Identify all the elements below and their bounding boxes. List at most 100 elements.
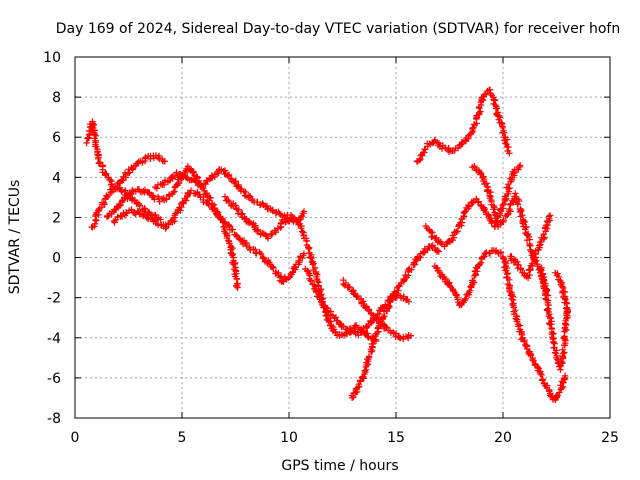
data-point-markers — [561, 294, 571, 321]
data-point-markers — [543, 305, 558, 352]
data-point-markers — [227, 244, 241, 290]
data-point-markers — [186, 187, 201, 197]
data-point-markers — [431, 136, 446, 150]
data-point-markers — [499, 253, 513, 289]
data-point-markers — [552, 269, 564, 285]
data-point-markers — [551, 386, 564, 404]
data-point — [546, 212, 554, 219]
data-point-markers — [494, 212, 509, 230]
data-marks — [83, 86, 571, 404]
chart-title: Day 169 of 2024, Sidereal Day-to-day VTE… — [56, 21, 620, 37]
data-point-markers — [397, 292, 411, 304]
data-point-markers — [88, 216, 100, 231]
data-point — [157, 216, 164, 223]
data-point-markers — [422, 222, 436, 241]
data-point-markers — [438, 237, 454, 250]
data-point-markers — [164, 169, 180, 186]
data-point-markers — [128, 194, 142, 208]
data-point-markers — [295, 220, 311, 249]
series-trace-5 — [152, 166, 308, 225]
y-axis-label: SDTVAR / TECUs — [7, 180, 23, 295]
y-tick-label: -6 — [47, 371, 61, 387]
data-point-markers — [421, 243, 435, 254]
x-tick-label: 0 — [71, 430, 80, 446]
data-point-markers — [370, 314, 383, 327]
data-point-markers — [448, 222, 463, 244]
data-point — [300, 208, 308, 215]
series-trace-11 — [422, 162, 524, 250]
data-point-markers — [226, 226, 245, 244]
data-point-markers — [404, 255, 420, 274]
data-point-markers — [486, 86, 501, 112]
data-point — [435, 248, 442, 255]
y-tick-label: 8 — [52, 90, 61, 106]
data-point-markers — [490, 247, 504, 257]
x-tick-label: 5 — [178, 430, 187, 446]
series-trace-16 — [552, 269, 571, 321]
data-point-markers — [531, 361, 544, 378]
series-trace-3 — [103, 163, 241, 291]
data-point-markers — [538, 371, 551, 392]
data-point — [405, 298, 413, 305]
data-point-markers — [117, 192, 132, 209]
data-point-markers — [438, 144, 453, 155]
y-tick-label: -2 — [47, 291, 61, 307]
data-point-markers — [361, 353, 373, 378]
data-point-markers — [92, 205, 103, 220]
plot-frame — [74, 56, 611, 419]
x-tick-label: 10 — [280, 430, 298, 446]
data-point-markers — [508, 163, 524, 181]
series-trace-10 — [413, 86, 513, 165]
data-point-markers — [396, 333, 410, 343]
x-axis-label: GPS time / hours — [281, 458, 398, 474]
data-point-markers — [512, 190, 529, 227]
data-point-markers — [302, 265, 319, 291]
data-point-markers — [499, 129, 512, 155]
y-tick-label: 0 — [52, 251, 61, 267]
data-point-markers — [464, 264, 481, 297]
data-point — [234, 284, 241, 291]
data-point — [161, 158, 169, 165]
series-trace-9 — [340, 276, 415, 343]
y-tick-label: 4 — [52, 170, 61, 186]
data-point-markers — [523, 254, 538, 282]
data-point-markers — [404, 332, 412, 342]
x-tick-label: 25 — [601, 430, 619, 446]
data-point-markers — [473, 196, 489, 216]
data-point-markers — [207, 166, 223, 182]
data-point-markers — [483, 211, 498, 227]
y-tick-label: -4 — [47, 331, 61, 347]
y-tick-label: 10 — [43, 50, 61, 66]
series-trace-1 — [83, 118, 164, 223]
y-tick-label: 6 — [52, 130, 61, 146]
data-point-markers — [263, 225, 282, 242]
data-point-markers — [517, 334, 532, 356]
data-point-markers — [110, 213, 126, 226]
data-point — [561, 372, 569, 380]
data-point-markers — [150, 192, 166, 205]
data-point-markers — [486, 192, 502, 228]
series-trace-2 — [88, 152, 169, 231]
data-point — [300, 250, 308, 257]
data-point-markers — [358, 298, 370, 311]
data-point-markers — [465, 113, 480, 140]
series-trace-12 — [431, 247, 569, 404]
data-point-markers — [499, 175, 515, 209]
data-point-markers — [134, 186, 149, 196]
data-point-markers — [239, 237, 254, 254]
series-trace-14 — [507, 212, 554, 282]
data-point-markers — [557, 374, 569, 392]
axis-ticks: 0 5 10 15 20 25 -8 -6 -4 -2 0 2 4 6 8 10 — [43, 50, 619, 446]
data-point-markers — [456, 291, 473, 309]
data-point-markers — [473, 93, 488, 123]
data-point-markers — [421, 139, 437, 153]
data-point-markers — [520, 223, 536, 257]
data-point-markers — [136, 201, 149, 214]
data-point-markers — [557, 335, 569, 373]
data-point — [564, 314, 571, 321]
data-point-markers — [216, 166, 233, 180]
data-point-markers — [506, 283, 520, 320]
data-point-markers — [395, 268, 412, 290]
data-point-markers — [537, 264, 552, 309]
data-point-markers — [345, 283, 357, 297]
